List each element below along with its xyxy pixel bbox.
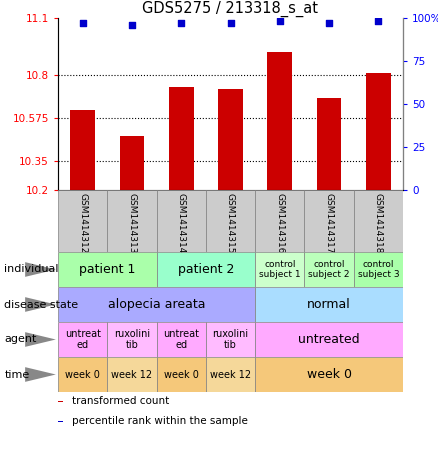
Bar xyxy=(206,357,255,392)
Text: normal: normal xyxy=(307,298,351,311)
Title: GDS5275 / 213318_s_at: GDS5275 / 213318_s_at xyxy=(142,0,318,17)
Polygon shape xyxy=(25,297,56,312)
Text: patient 2: patient 2 xyxy=(178,263,234,276)
Text: control
subject 3: control subject 3 xyxy=(357,260,399,279)
Text: disease state: disease state xyxy=(4,299,78,309)
Polygon shape xyxy=(25,367,56,382)
Text: week 12: week 12 xyxy=(210,370,251,380)
Bar xyxy=(156,357,206,392)
Bar xyxy=(71,110,95,190)
Text: GSM1414312: GSM1414312 xyxy=(78,193,87,254)
Text: ruxolini
tib: ruxolini tib xyxy=(114,329,150,350)
Text: ruxolini
tib: ruxolini tib xyxy=(212,329,248,350)
Text: control
subject 1: control subject 1 xyxy=(259,260,300,279)
Bar xyxy=(304,252,354,287)
Text: agent: agent xyxy=(4,334,37,344)
Bar xyxy=(156,322,206,357)
Text: time: time xyxy=(4,370,30,380)
Text: week 12: week 12 xyxy=(111,370,152,380)
Bar xyxy=(58,252,156,287)
Bar xyxy=(107,190,156,252)
Bar xyxy=(255,190,304,252)
Bar xyxy=(58,287,255,322)
Text: GSM1414315: GSM1414315 xyxy=(226,193,235,254)
Bar xyxy=(255,357,403,392)
Bar xyxy=(304,190,354,252)
Bar xyxy=(255,252,304,287)
Text: GSM1414318: GSM1414318 xyxy=(374,193,383,254)
Text: week 0: week 0 xyxy=(65,370,100,380)
Bar xyxy=(156,190,206,252)
Bar xyxy=(58,357,107,392)
Point xyxy=(227,19,234,27)
Bar xyxy=(366,73,391,190)
Bar xyxy=(218,89,243,190)
Text: untreated: untreated xyxy=(298,333,360,346)
Point xyxy=(375,18,382,25)
Text: week 0: week 0 xyxy=(164,370,199,380)
Bar xyxy=(354,190,403,252)
Bar xyxy=(107,357,156,392)
Bar xyxy=(120,136,144,190)
Bar xyxy=(58,322,107,357)
Bar xyxy=(206,190,255,252)
Bar xyxy=(268,53,292,190)
Text: GSM1414314: GSM1414314 xyxy=(177,193,186,254)
Bar xyxy=(317,98,341,190)
Bar xyxy=(354,252,403,287)
Bar xyxy=(169,87,194,190)
Text: individual: individual xyxy=(4,265,59,275)
Text: transformed count: transformed count xyxy=(72,396,169,406)
Text: untreat
ed: untreat ed xyxy=(163,329,199,350)
Bar xyxy=(107,322,156,357)
Bar xyxy=(58,401,63,402)
Text: control
subject 2: control subject 2 xyxy=(308,260,350,279)
Polygon shape xyxy=(25,332,56,347)
Bar xyxy=(255,287,403,322)
Bar xyxy=(58,421,63,422)
Text: percentile rank within the sample: percentile rank within the sample xyxy=(72,416,247,426)
Point xyxy=(79,19,86,27)
Point xyxy=(325,19,332,27)
Text: GSM1414313: GSM1414313 xyxy=(127,193,136,254)
Point xyxy=(276,18,283,25)
Point xyxy=(128,21,135,29)
Bar xyxy=(206,322,255,357)
Text: GSM1414317: GSM1414317 xyxy=(325,193,334,254)
Point xyxy=(178,19,185,27)
Bar xyxy=(255,322,403,357)
Bar xyxy=(156,252,255,287)
Text: GSM1414316: GSM1414316 xyxy=(276,193,284,254)
Text: untreat
ed: untreat ed xyxy=(65,329,101,350)
Text: alopecia areata: alopecia areata xyxy=(108,298,205,311)
Text: week 0: week 0 xyxy=(307,368,352,381)
Polygon shape xyxy=(25,262,56,277)
Bar xyxy=(58,190,107,252)
Text: patient 1: patient 1 xyxy=(79,263,135,276)
